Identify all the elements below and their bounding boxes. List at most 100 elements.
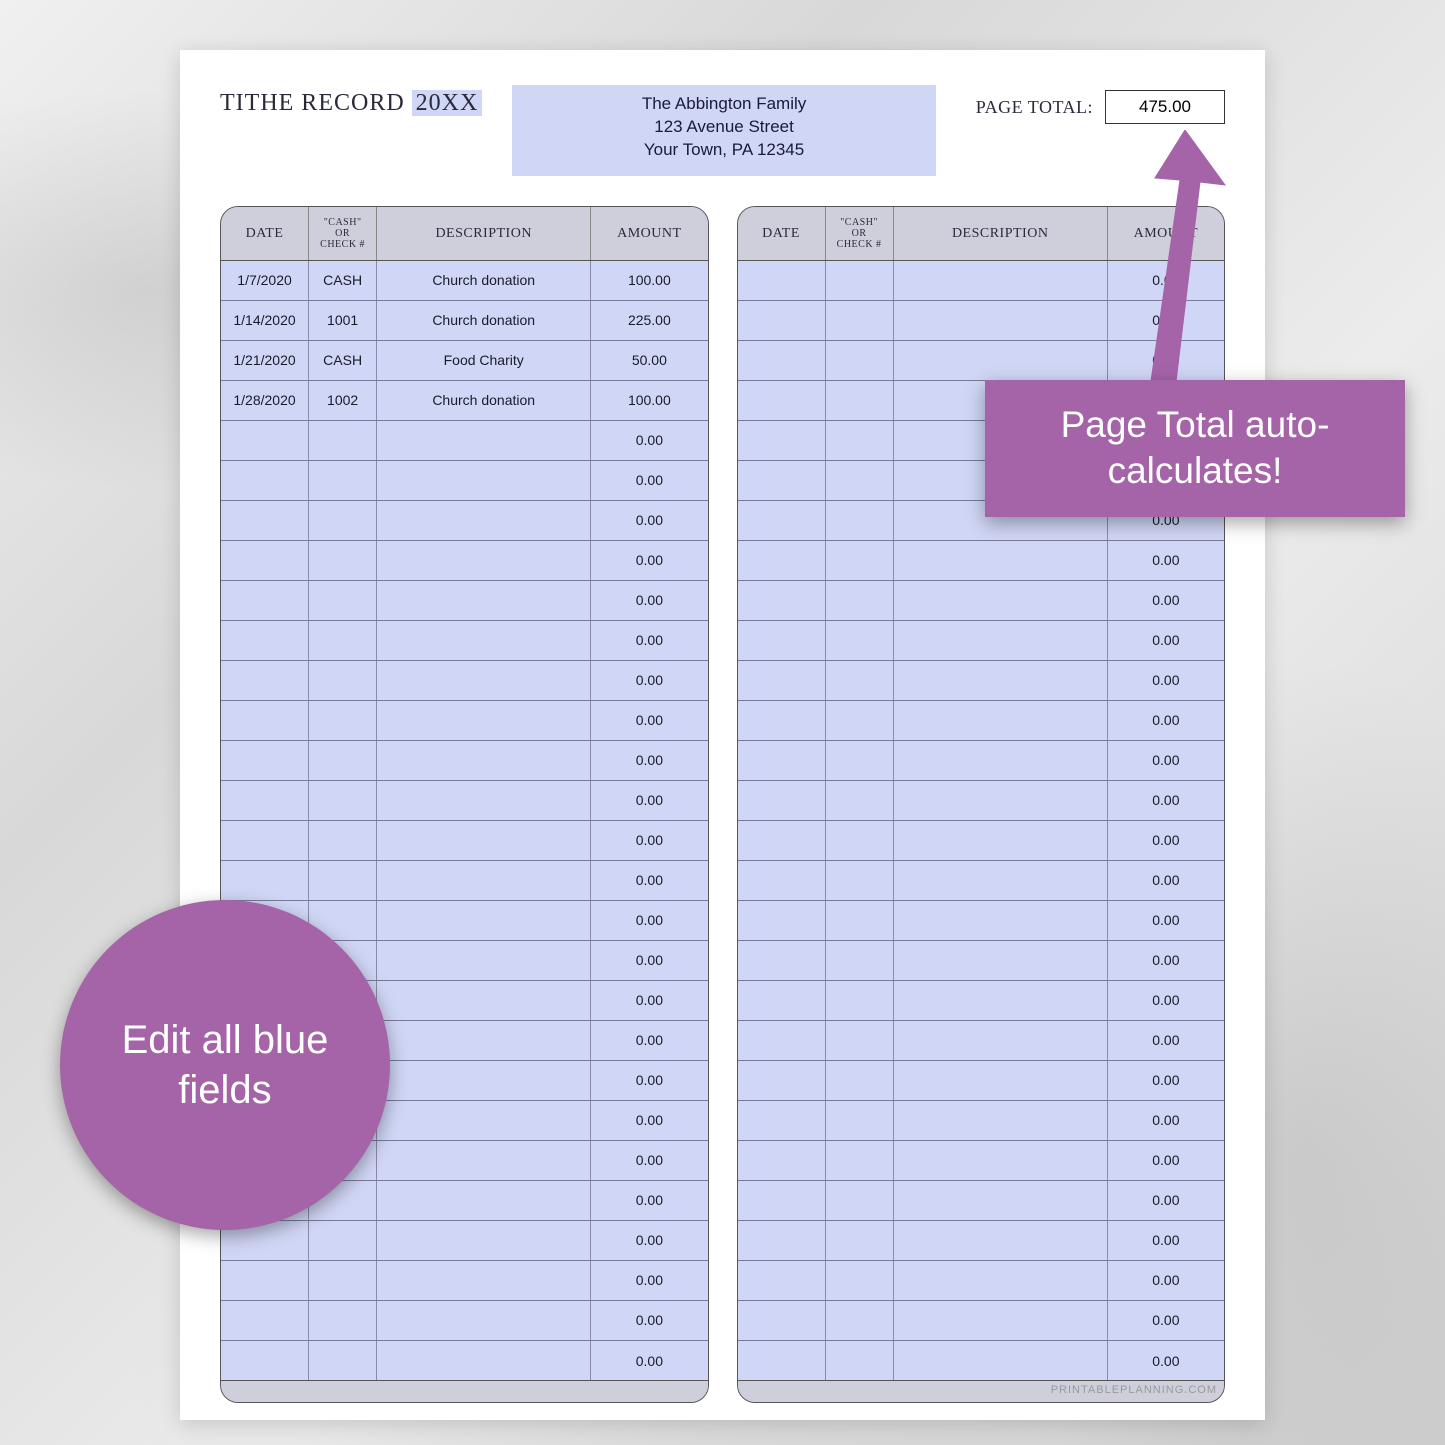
cell-amount[interactable]: 0.00 — [591, 500, 708, 540]
cell-desc[interactable] — [893, 940, 1107, 980]
cell-amount[interactable]: 0.00 — [591, 620, 708, 660]
cell-cash[interactable] — [309, 1220, 377, 1260]
cell-cash[interactable] — [309, 1260, 377, 1300]
cell-amount[interactable]: 0.00 — [591, 820, 708, 860]
cell-amount[interactable]: 0.00 — [1107, 780, 1224, 820]
cell-desc[interactable] — [893, 860, 1107, 900]
cell-amount[interactable]: 0.00 — [591, 1220, 708, 1260]
cell-cash[interactable] — [309, 1300, 377, 1340]
cell-desc[interactable] — [377, 1100, 591, 1140]
cell-desc[interactable] — [893, 820, 1107, 860]
cell-desc[interactable] — [893, 340, 1107, 380]
cell-desc[interactable] — [377, 500, 591, 540]
cell-date[interactable] — [738, 1140, 826, 1180]
cell-cash[interactable] — [825, 740, 893, 780]
cell-cash[interactable] — [825, 380, 893, 420]
cell-amount[interactable]: 0.00 — [1107, 1220, 1224, 1260]
cell-date[interactable] — [221, 1300, 309, 1340]
cell-desc[interactable] — [893, 1020, 1107, 1060]
cell-amount[interactable]: 0.00 — [1107, 1020, 1224, 1060]
cell-amount[interactable]: 0.00 — [591, 860, 708, 900]
cell-desc[interactable]: Church donation — [377, 380, 591, 420]
cell-amount[interactable]: 100.00 — [591, 380, 708, 420]
cell-desc[interactable] — [377, 860, 591, 900]
cell-desc[interactable] — [893, 900, 1107, 940]
cell-cash[interactable] — [825, 420, 893, 460]
cell-amount[interactable]: 0.00 — [1107, 860, 1224, 900]
cell-amount[interactable]: 0.00 — [591, 1020, 708, 1060]
cell-date[interactable] — [221, 580, 309, 620]
cell-date[interactable]: 1/28/2020 — [221, 380, 309, 420]
cell-desc[interactable] — [377, 1260, 591, 1300]
cell-date[interactable] — [738, 700, 826, 740]
cell-date[interactable]: 1/21/2020 — [221, 340, 309, 380]
cell-cash[interactable] — [309, 1340, 377, 1380]
cell-desc[interactable] — [377, 900, 591, 940]
cell-date[interactable] — [738, 540, 826, 580]
cell-cash[interactable] — [309, 700, 377, 740]
cell-cash[interactable] — [825, 1260, 893, 1300]
cell-amount[interactable]: 0.00 — [591, 420, 708, 460]
cell-desc[interactable] — [893, 700, 1107, 740]
cell-cash[interactable] — [825, 660, 893, 700]
cell-cash[interactable] — [309, 820, 377, 860]
cell-date[interactable] — [738, 300, 826, 340]
cell-desc[interactable] — [893, 260, 1107, 300]
cell-date[interactable] — [738, 1260, 826, 1300]
cell-amount[interactable]: 0.00 — [591, 900, 708, 940]
cell-date[interactable] — [738, 740, 826, 780]
cell-amount[interactable]: 0.00 — [591, 940, 708, 980]
cell-date[interactable] — [738, 1300, 826, 1340]
cell-cash[interactable] — [825, 1300, 893, 1340]
cell-desc[interactable]: Church donation — [377, 260, 591, 300]
cell-amount[interactable]: 0.00 — [1107, 1180, 1224, 1220]
cell-date[interactable] — [738, 1220, 826, 1260]
cell-date[interactable] — [738, 900, 826, 940]
cell-cash[interactable] — [825, 620, 893, 660]
cell-cash[interactable] — [825, 1020, 893, 1060]
cell-desc[interactable] — [377, 740, 591, 780]
cell-date[interactable] — [221, 1340, 309, 1380]
cell-date[interactable] — [738, 620, 826, 660]
cell-desc[interactable] — [893, 620, 1107, 660]
cell-date[interactable] — [738, 660, 826, 700]
cell-date[interactable] — [738, 1100, 826, 1140]
cell-cash[interactable] — [309, 620, 377, 660]
cell-date[interactable] — [221, 780, 309, 820]
cell-cash[interactable] — [825, 940, 893, 980]
cell-desc[interactable] — [377, 1300, 591, 1340]
cell-desc[interactable] — [377, 660, 591, 700]
cell-desc[interactable] — [377, 1220, 591, 1260]
cell-amount[interactable]: 0.00 — [591, 1140, 708, 1180]
cell-amount[interactable]: 0.00 — [591, 1340, 708, 1380]
cell-amount[interactable]: 0.00 — [591, 1100, 708, 1140]
cell-amount[interactable]: 0.00 — [1107, 940, 1224, 980]
cell-desc[interactable] — [893, 1300, 1107, 1340]
cell-cash[interactable] — [825, 580, 893, 620]
cell-amount[interactable]: 0.00 — [1107, 340, 1224, 380]
cell-cash[interactable] — [825, 460, 893, 500]
cell-amount[interactable]: 0.00 — [591, 1060, 708, 1100]
cell-amount[interactable]: 0.00 — [1107, 820, 1224, 860]
cell-desc[interactable] — [377, 700, 591, 740]
cell-desc[interactable] — [377, 1020, 591, 1060]
cell-date[interactable] — [738, 380, 826, 420]
cell-cash[interactable] — [825, 780, 893, 820]
cell-date[interactable] — [221, 540, 309, 580]
cell-date[interactable]: 1/7/2020 — [221, 260, 309, 300]
cell-date[interactable] — [221, 420, 309, 460]
cell-cash[interactable] — [825, 260, 893, 300]
cell-amount[interactable]: 0.00 — [1107, 620, 1224, 660]
cell-desc[interactable] — [893, 1180, 1107, 1220]
cell-date[interactable]: 1/14/2020 — [221, 300, 309, 340]
cell-date[interactable] — [221, 500, 309, 540]
cell-amount[interactable]: 0.00 — [591, 700, 708, 740]
cell-desc[interactable] — [893, 300, 1107, 340]
cell-cash[interactable] — [309, 780, 377, 820]
cell-amount[interactable]: 0.00 — [591, 460, 708, 500]
cell-desc[interactable] — [377, 780, 591, 820]
cell-cash[interactable] — [309, 740, 377, 780]
cell-date[interactable] — [221, 1260, 309, 1300]
cell-amount[interactable]: 0.00 — [1107, 300, 1224, 340]
cell-cash[interactable]: 1001 — [309, 300, 377, 340]
